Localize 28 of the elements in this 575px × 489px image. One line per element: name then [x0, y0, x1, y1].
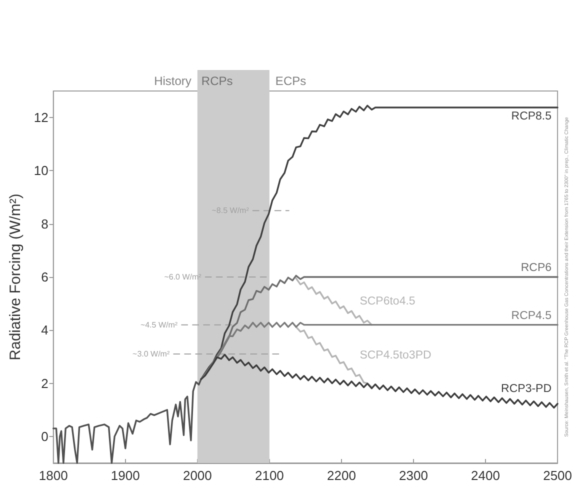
y-axis-title: Radiative Forcing (W/m²)	[7, 194, 24, 360]
y-tick-label: 12	[34, 110, 48, 126]
series-label: RCP8.5	[511, 110, 552, 122]
y-tick-label: 4	[41, 322, 48, 338]
series-label: ~3.0 W/m²	[132, 350, 170, 359]
x-tick-label: 2400	[471, 468, 500, 483]
y-tick-label: 8	[41, 216, 48, 232]
series-label: RCP6	[520, 262, 552, 274]
y-tick-label: 6	[41, 270, 48, 284]
x-tick-label: 1800	[38, 468, 68, 483]
text: ECPs	[275, 74, 306, 88]
x-tick-label: 2300	[399, 468, 428, 483]
x-tick-label: 1900	[110, 468, 140, 483]
x-tick-label: 2100	[254, 468, 284, 483]
series-label: ~4.5 W/m²	[140, 320, 178, 330]
x-tick-label: 2200	[327, 468, 356, 483]
series-label: ~6.0 W/m²	[164, 272, 202, 282]
series-label: RCP4.5	[511, 310, 552, 322]
series-label: SCP6to4.5	[360, 295, 416, 308]
y-tick-label: 0	[41, 428, 48, 444]
band-label: RCPs	[201, 74, 233, 88]
text: History	[154, 74, 192, 88]
y-tick-label: 2	[41, 376, 48, 391]
y-tick-label: 10	[34, 163, 48, 178]
series-label: SCP4.5to3PD	[360, 350, 432, 362]
x-tick-label: 2500	[543, 468, 572, 483]
x-tick-label: 2000	[182, 468, 212, 483]
series-label: RCP3-PD	[501, 383, 552, 396]
